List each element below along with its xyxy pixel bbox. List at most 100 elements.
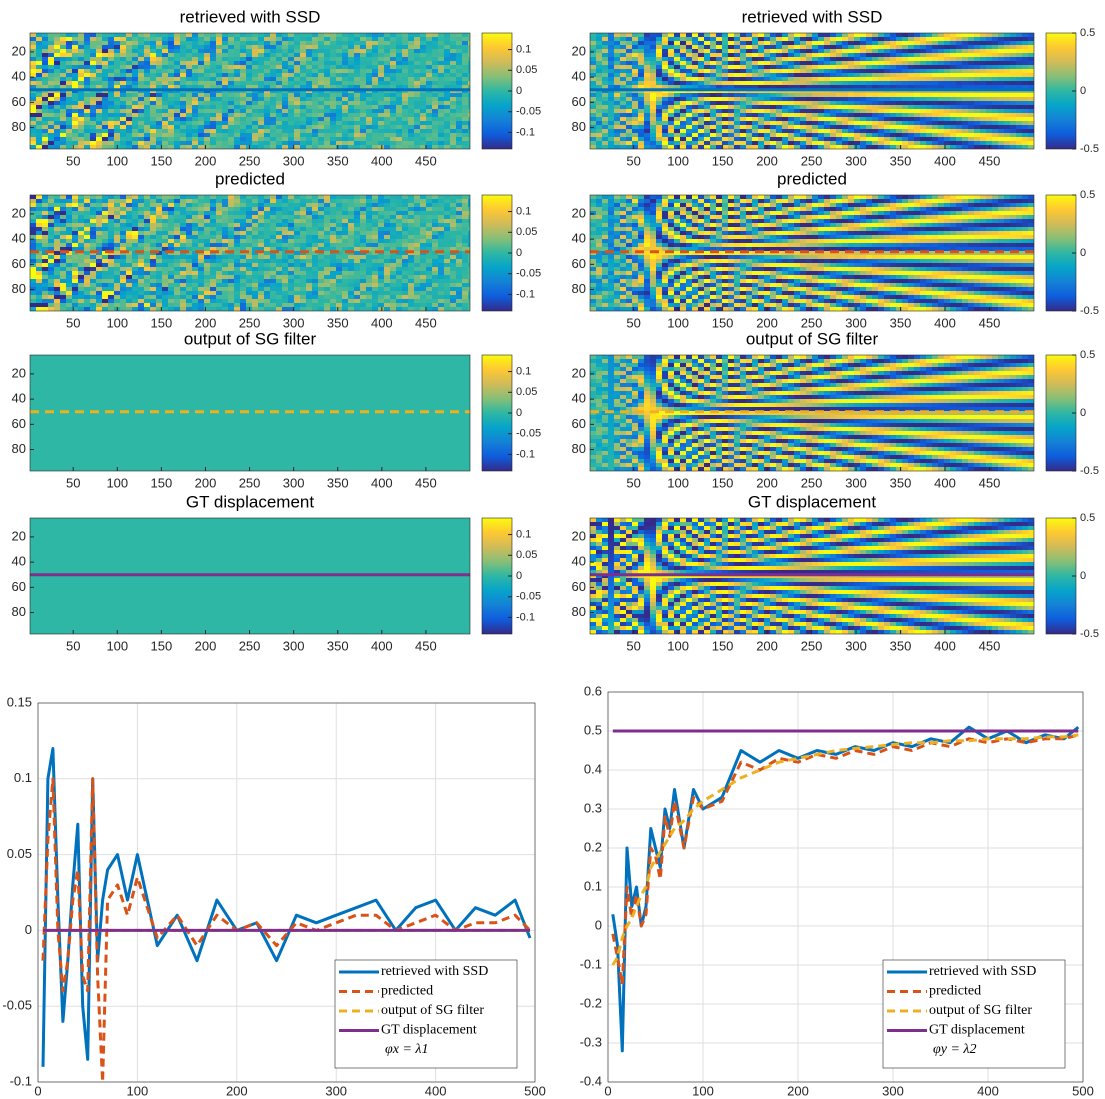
heatmap-cell xyxy=(674,73,681,78)
heatmap-cell xyxy=(120,211,127,216)
heatmap-cell xyxy=(276,109,283,114)
heatmap-cell xyxy=(662,93,669,98)
heatmap-cell xyxy=(30,89,37,94)
heatmap-cell xyxy=(384,109,391,114)
heatmap-cell xyxy=(788,53,795,58)
heatmap-cell xyxy=(186,101,193,106)
heatmap-cell xyxy=(354,73,361,78)
heatmap-cell xyxy=(234,33,241,38)
heatmap-cell xyxy=(944,145,951,149)
heatmap-cell xyxy=(938,49,945,54)
heatmap-cell xyxy=(668,129,675,134)
heatmap-cell xyxy=(908,77,915,82)
heatmap-cell xyxy=(944,61,951,66)
heatmap-cell xyxy=(788,41,795,46)
heatmap-cell xyxy=(668,69,675,74)
heatmap-cell xyxy=(90,299,97,304)
heatmap-cell xyxy=(192,81,199,86)
heatmap-cell xyxy=(138,207,145,212)
heatmap-cell xyxy=(78,85,85,90)
heatmap-cell xyxy=(270,37,277,42)
heatmap-cell xyxy=(252,37,259,42)
heatmap-cell xyxy=(228,121,235,126)
heatmap-cell xyxy=(144,105,151,110)
heatmap-cell xyxy=(662,109,669,114)
heatmap-cell xyxy=(872,105,879,110)
heatmap-cell xyxy=(932,93,939,98)
heatmap-cell xyxy=(590,77,597,82)
heatmap-cell xyxy=(336,89,343,94)
heatmap-cell xyxy=(608,69,615,74)
heatmap-cell xyxy=(228,125,235,130)
heatmap-cell xyxy=(878,61,885,66)
heatmap-cell xyxy=(420,81,427,86)
heatmap-cell xyxy=(896,77,903,82)
heatmap-cell xyxy=(144,243,151,248)
heatmap-cell xyxy=(962,113,969,118)
heatmap-cell xyxy=(608,57,615,62)
heatmap-cell xyxy=(162,53,169,58)
heatmap-cell xyxy=(620,37,627,42)
heatmap-cell xyxy=(932,73,939,78)
heatmap-cell xyxy=(180,105,187,110)
heatmap-cell xyxy=(854,93,861,98)
heatmap-cell xyxy=(842,113,849,118)
heatmap-cell xyxy=(84,109,91,114)
heatmap-cell xyxy=(590,105,597,110)
heatmap-cell xyxy=(836,45,843,50)
heatmap-cell xyxy=(938,117,945,122)
heatmap-cell xyxy=(596,101,603,106)
heatmap-cell xyxy=(132,283,139,288)
heatmap-cell xyxy=(336,101,343,106)
heatmap-cell xyxy=(192,101,199,106)
heatmap-cell xyxy=(932,45,939,50)
heatmap-cell xyxy=(908,57,915,62)
heatmap-cell xyxy=(848,45,855,50)
heatmap-cell xyxy=(126,243,133,248)
heatmap-cell xyxy=(42,45,49,50)
heatmap-cell xyxy=(680,121,687,126)
heatmap-cell xyxy=(336,37,343,42)
heatmap-cell xyxy=(986,109,993,114)
heatmap-cell xyxy=(78,291,85,296)
heatmap-cell xyxy=(710,133,717,138)
heatmap-cell xyxy=(626,141,633,146)
heatmap-cell xyxy=(192,77,199,82)
heatmap-cell xyxy=(1004,125,1011,130)
heatmap-cell xyxy=(54,267,61,272)
heatmap-cell xyxy=(222,137,229,142)
heatmap-cell xyxy=(860,129,867,134)
heatmap-cell xyxy=(42,61,49,66)
heatmap-cell xyxy=(896,125,903,130)
heatmap-cell xyxy=(102,287,109,292)
heatmap-cell xyxy=(902,129,909,134)
heatmap-cell xyxy=(102,89,109,94)
heatmap-cell xyxy=(36,85,43,90)
heatmap-cell xyxy=(1022,57,1029,62)
heatmap-cell xyxy=(890,85,897,90)
heatmap-cell xyxy=(986,137,993,142)
heatmap-cell xyxy=(264,121,271,126)
heatmap-cell xyxy=(78,61,85,66)
heatmap-cell xyxy=(132,93,139,98)
heatmap-cell xyxy=(860,113,867,118)
heatmap-cell xyxy=(1004,121,1011,126)
heatmap-cell xyxy=(48,33,55,38)
heatmap-cell xyxy=(468,73,470,78)
heatmap-cell xyxy=(324,89,331,94)
heatmap-cell xyxy=(830,101,837,106)
heatmap-cell xyxy=(992,45,999,50)
heatmap-cell xyxy=(348,45,355,50)
heatmap-cell xyxy=(228,93,235,98)
heatmap-cell xyxy=(842,89,849,94)
heatmap-cell xyxy=(848,65,855,70)
heatmap-cell xyxy=(114,45,121,50)
heatmap-cell xyxy=(150,259,157,264)
heatmap-cell xyxy=(156,45,163,50)
heatmap-cell xyxy=(390,73,397,78)
heatmap-cell xyxy=(60,195,67,200)
heatmap-cell xyxy=(794,57,801,62)
heatmap-cell xyxy=(240,105,247,110)
heatmap-cell xyxy=(354,65,361,70)
heatmap-cell xyxy=(626,57,633,62)
